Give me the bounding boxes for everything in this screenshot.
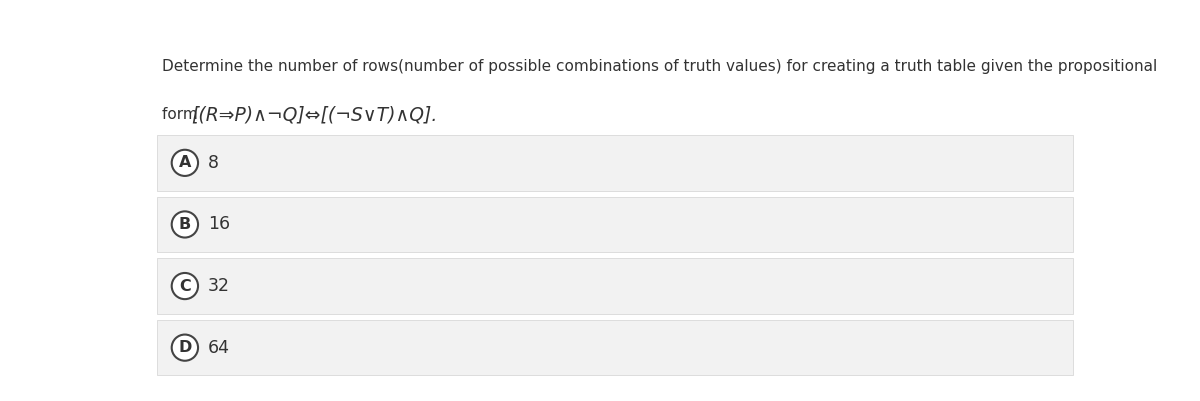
Text: D: D [178, 340, 192, 355]
Text: 64: 64 [208, 339, 230, 356]
Text: B: B [179, 217, 191, 232]
Text: form: form [162, 107, 203, 122]
Ellipse shape [172, 273, 198, 299]
Text: Determine the number of rows(number of possible combinations of truth values) fo: Determine the number of rows(number of p… [162, 59, 1157, 74]
Ellipse shape [172, 211, 198, 237]
FancyBboxPatch shape [157, 320, 1073, 375]
Text: A: A [179, 155, 191, 170]
Text: 16: 16 [208, 215, 230, 233]
Ellipse shape [172, 150, 198, 176]
Text: C: C [179, 279, 191, 294]
FancyBboxPatch shape [157, 197, 1073, 252]
Text: 8: 8 [208, 154, 220, 172]
Text: [(R⇒P)∧¬Q]⇔[(¬S∨T)∧Q].: [(R⇒P)∧¬Q]⇔[(¬S∨T)∧Q]. [191, 105, 437, 124]
Text: 32: 32 [208, 277, 230, 295]
FancyBboxPatch shape [157, 258, 1073, 314]
Ellipse shape [172, 334, 198, 361]
FancyBboxPatch shape [157, 135, 1073, 190]
